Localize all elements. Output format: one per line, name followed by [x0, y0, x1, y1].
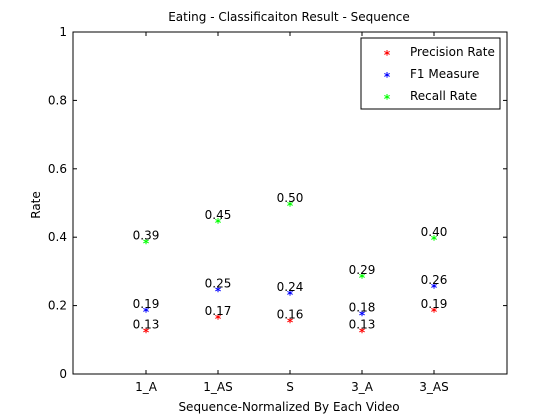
legend-marker: * [384, 92, 391, 106]
x-tick-label: 3_AS [419, 380, 448, 394]
y-tick-label: 1 [59, 25, 67, 39]
data-label: 0.26 [421, 273, 448, 287]
x-axis-label: Sequence-Normalized By Each Video [178, 400, 399, 414]
x-tick-label: 1_A [135, 380, 158, 394]
data-label: 0.19 [421, 297, 448, 311]
x-tick-label: 1_AS [203, 380, 232, 394]
y-axis-label: Rate [29, 191, 43, 219]
data-label: 0.50 [277, 191, 304, 205]
data-label: 0.24 [277, 280, 304, 294]
legend-label: Recall Rate [410, 89, 477, 103]
y-tick-label: 0 [59, 367, 67, 381]
legend-label: F1 Measure [410, 67, 479, 81]
legend-label: Precision Rate [410, 45, 495, 59]
y-tick-label: 0.8 [48, 93, 67, 107]
legend-marker: * [384, 48, 391, 62]
data-label: 0.17 [205, 304, 232, 318]
data-label: 0.40 [421, 225, 448, 239]
data-label: 0.45 [205, 208, 232, 222]
legend: * Precision Rate * F1 Measure * Recall Rate [361, 38, 500, 109]
data-label: 0.39 [133, 229, 160, 243]
data-label: 0.19 [133, 297, 160, 311]
x-tick-label: 3_A [351, 380, 374, 394]
legend-marker: * [384, 70, 391, 84]
data-label: 0.25 [205, 277, 232, 291]
y-tick-label: 0.4 [48, 230, 67, 244]
y-tick-label: 0.2 [48, 299, 67, 313]
chart-title: Eating - Classificaiton Result - Sequenc… [168, 10, 410, 24]
x-tick-label: S [286, 380, 294, 394]
data-label: 0.29 [349, 263, 376, 277]
y-tick-label: 0.6 [48, 162, 67, 176]
data-label: 0.16 [277, 307, 304, 321]
data-label: 0.18 [349, 300, 376, 314]
data-points: *0.13 *0.17*0.16*0.13*0.19*0.19*0.25*0.24… [133, 191, 448, 340]
data-label: 0.13 [133, 318, 160, 332]
